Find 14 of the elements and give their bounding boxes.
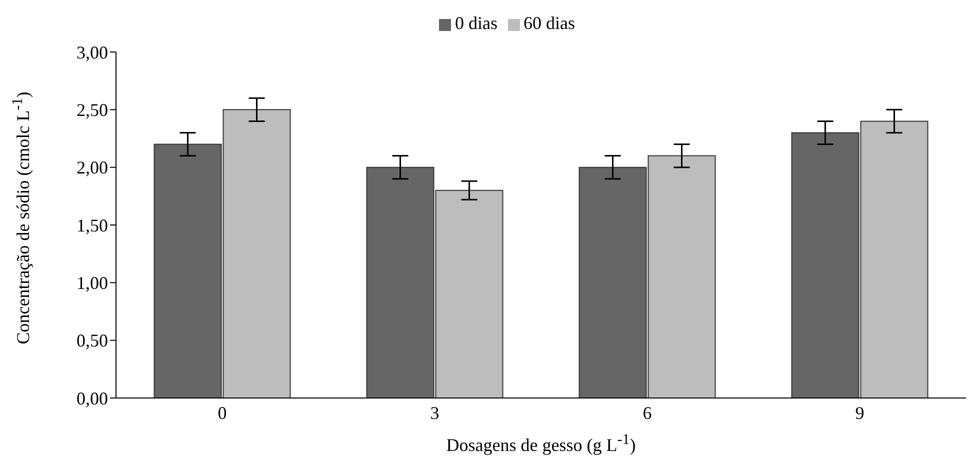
x-axis-title: Dosagens de gesso (g L$^{-1}$) [445, 432, 637, 456]
y-tick-label: 0,00 [76, 388, 108, 408]
legend-label: 60 dias [524, 13, 575, 33]
x-tick-label: 6 [642, 402, 652, 423]
y-tick-label: 1,50 [76, 215, 108, 236]
y-tick-label: 2,00 [76, 158, 108, 178]
y-tick-label: 3,00 [76, 42, 108, 62]
y-tick-label: 2,50 [76, 100, 108, 120]
x-tick-label: 9 [855, 402, 864, 423]
legend-label: 0 dias [455, 13, 498, 33]
x-tick-label: 3 [430, 402, 440, 423]
x-tick-label: 0 [218, 402, 227, 423]
y-tick-label: 1,00 [76, 273, 108, 294]
y-tick-label: 0,50 [76, 330, 108, 351]
